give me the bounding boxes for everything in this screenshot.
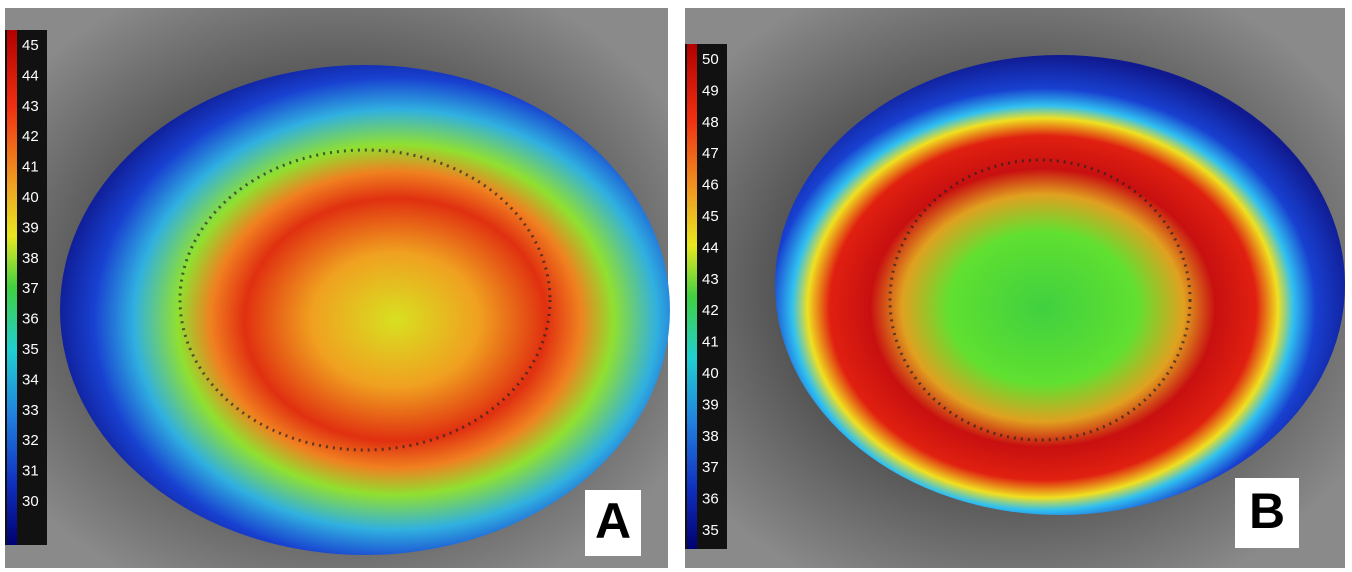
scale-label: 38 xyxy=(702,428,719,445)
scale-label: 42 xyxy=(22,128,39,145)
scale-label: 35 xyxy=(22,341,39,358)
scale-label: 44 xyxy=(22,67,39,84)
scale-label: 50 xyxy=(702,51,719,68)
scale-label: 49 xyxy=(702,82,719,99)
scale-label: 39 xyxy=(22,219,39,236)
panel-a: A xyxy=(5,8,670,568)
figure: A B 45 44 43 42 41 40 39 38 37 36 35 34 33 32 31 30 50 49… xyxy=(0,0,1352,572)
scale-label: 45 xyxy=(22,37,39,54)
panel-label: A xyxy=(595,493,631,549)
scale-label: 44 xyxy=(702,239,719,256)
scale-label: 43 xyxy=(702,271,719,288)
scale-label: 40 xyxy=(22,189,39,206)
colorbar-gradient xyxy=(7,30,17,545)
scale-label: 47 xyxy=(702,145,719,162)
heatmap xyxy=(775,55,1345,515)
heatmap xyxy=(60,65,670,555)
page: A B 45 44 43 42 41 40 39 38 37 36 35 34 33 32 31 30 50 49… xyxy=(0,0,1352,572)
scale-label: 30 xyxy=(22,493,39,510)
colorbar-gradient xyxy=(687,44,697,549)
scale-label: 37 xyxy=(702,459,719,476)
scale-label: 48 xyxy=(702,114,719,131)
scale-label: 42 xyxy=(702,302,719,319)
panel-b: B xyxy=(685,8,1345,568)
scale-label: 32 xyxy=(22,432,39,449)
scale-label: 43 xyxy=(22,98,39,115)
scale-label: 36 xyxy=(702,491,719,508)
scale-label: 37 xyxy=(22,280,39,297)
scale-label: 38 xyxy=(22,250,39,267)
scale-label: 39 xyxy=(702,396,719,413)
panel-label: B xyxy=(1249,483,1285,539)
scale-label: 36 xyxy=(22,311,39,328)
scale-label: 40 xyxy=(702,365,719,382)
scale-label: 41 xyxy=(22,159,39,176)
scale-label: 31 xyxy=(22,463,39,480)
scale-label: 33 xyxy=(22,402,39,419)
scale-label: 46 xyxy=(702,177,719,194)
scale-label: 35 xyxy=(702,522,719,539)
scale-label: 45 xyxy=(702,208,719,225)
scale-label: 34 xyxy=(22,371,39,388)
scale-label: 41 xyxy=(702,334,719,351)
